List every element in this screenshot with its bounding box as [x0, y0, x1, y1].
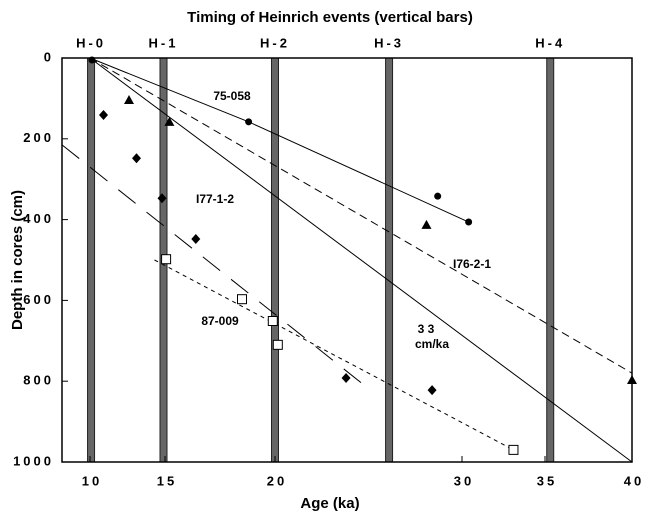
- plot-frame: [61, 57, 633, 463]
- point: [88, 56, 96, 64]
- trend-line: [154, 259, 514, 451]
- y-tick-label: 400: [23, 211, 54, 226]
- point: [99, 109, 108, 120]
- x-tick-label: 20: [267, 473, 287, 488]
- annotation: I76-2-1: [453, 257, 491, 271]
- event-label: H-0: [76, 35, 106, 50]
- point: [627, 374, 637, 384]
- y-tick-label: 800: [23, 373, 54, 388]
- x-tick-label: 30: [454, 473, 474, 488]
- x-tick-label: 35: [537, 473, 557, 488]
- point: [191, 233, 201, 244]
- x-axis-label: Age (ka): [300, 495, 359, 512]
- point: [245, 118, 253, 126]
- point: [427, 385, 437, 396]
- event-label: H-4: [535, 35, 565, 50]
- y-axis-label: Depth in cores (cm): [9, 190, 26, 330]
- point: [341, 372, 351, 383]
- x-tick-label: 15: [157, 473, 177, 488]
- heinrich-bar: [271, 57, 279, 463]
- heinrich-bar: [87, 57, 96, 463]
- y-tick-label: 0: [44, 49, 54, 64]
- point: [157, 193, 167, 204]
- trend-line: [89, 57, 469, 223]
- y-tick-label: 600: [23, 292, 54, 307]
- event-label: H-2: [260, 35, 290, 50]
- y-tick-label: 200: [23, 130, 54, 145]
- point: [434, 192, 442, 200]
- chart-title: Timing of Heinrich events (vertical bars…: [187, 9, 473, 26]
- point: [164, 116, 175, 126]
- event-label: H-3: [374, 35, 404, 50]
- annotation: 3 3: [418, 322, 435, 336]
- y-tick-label: 1000: [13, 453, 54, 468]
- x-tick-label: 40: [624, 473, 644, 488]
- trend-line: [61, 144, 371, 391]
- trend-line: [89, 57, 633, 463]
- annotation: cm/ka: [415, 337, 449, 351]
- point: [124, 95, 134, 105]
- point: [132, 153, 141, 164]
- trend-line: [89, 57, 633, 374]
- point: [465, 218, 473, 226]
- point: [161, 254, 172, 265]
- annotation: 87-009: [201, 314, 239, 328]
- point: [272, 339, 283, 350]
- point: [508, 444, 519, 455]
- heinrich-bar: [385, 57, 394, 463]
- annotation: 75-058: [213, 89, 251, 103]
- point: [267, 316, 278, 327]
- point: [237, 294, 247, 305]
- x-tick-label: 10: [82, 473, 102, 488]
- annotation: I77-1-2: [196, 192, 234, 206]
- event-label: H-1: [149, 35, 179, 50]
- point: [421, 219, 432, 229]
